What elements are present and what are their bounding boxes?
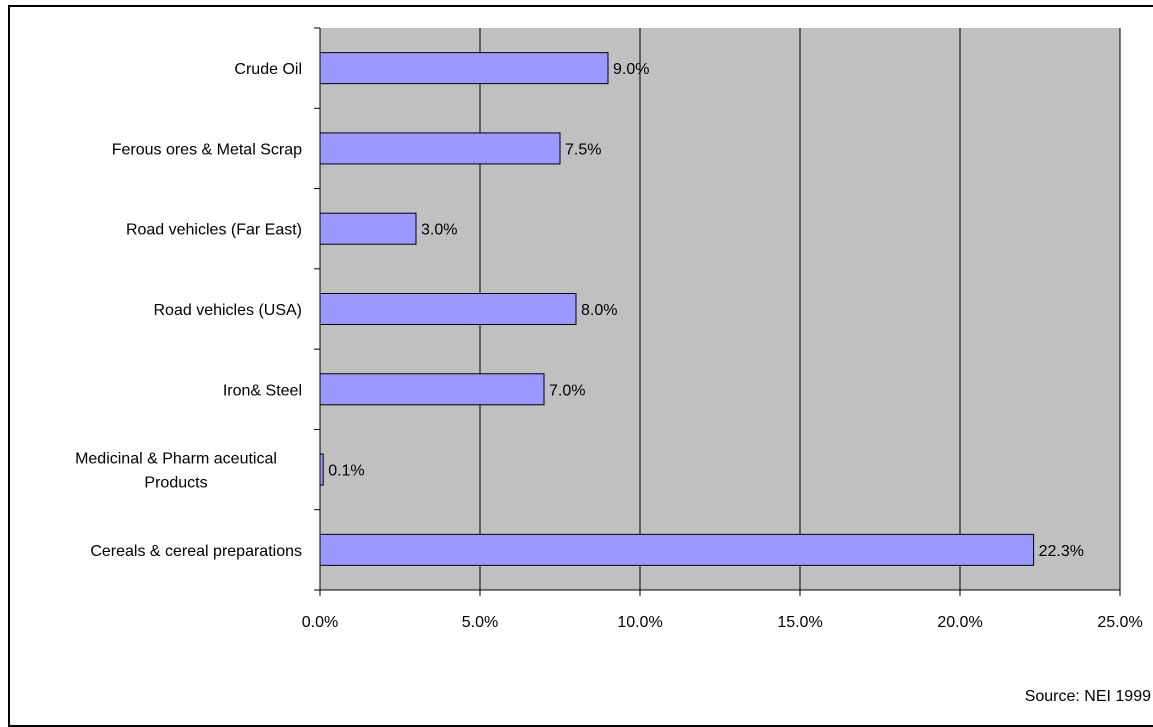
bar — [319, 212, 417, 245]
x-tick-label: 5.0% — [462, 614, 498, 631]
source-note: Source: NEI 1999 — [1024, 688, 1151, 705]
gridlines — [479, 28, 1121, 590]
bar — [319, 52, 609, 85]
category-label: Ferous ores & Metal Scrap — [112, 141, 302, 158]
category-labels: Crude Oil Ferous ores & Metal Scrap Road v… — [75, 61, 302, 560]
bar — [319, 132, 561, 165]
axes — [314, 27, 1121, 596]
category-label: Crude Oil — [234, 61, 302, 78]
category-label: Road vehicles (Far East) — [126, 222, 302, 239]
bar — [319, 373, 545, 406]
x-tick-label: 10.0% — [617, 614, 662, 631]
data-label: 7.0% — [549, 382, 585, 399]
bar — [319, 533, 1035, 566]
x-tick-label: 15.0% — [777, 614, 822, 631]
x-tick-label: 0.0% — [302, 614, 338, 631]
x-tick-label: 25.0% — [1097, 614, 1142, 631]
data-label: 7.5% — [565, 141, 601, 158]
category-label: Medicinal & Pharm aceutical Products — [75, 451, 277, 492]
x-tick-labels: 0.0% 5.0% 10.0% 15.0% 20.0% 25.0% — [302, 614, 1143, 631]
category-label: Cereals & cereal preparations — [90, 543, 302, 560]
data-label: 9.0% — [613, 61, 649, 78]
data-labels: 9.0% 7.5% 3.0% 8.0% 7.0% 0.1% 22.3% — [328, 61, 1084, 560]
data-label: 8.0% — [581, 302, 617, 319]
category-label: Road vehicles (USA) — [154, 302, 303, 319]
bars — [319, 52, 1035, 566]
x-tick-label: 20.0% — [937, 614, 982, 631]
bar — [319, 293, 577, 325]
category-label: Iron& Steel — [223, 382, 302, 399]
data-label: 22.3% — [1039, 543, 1084, 560]
data-label: 3.0% — [421, 222, 457, 239]
data-label: 0.1% — [328, 463, 364, 480]
